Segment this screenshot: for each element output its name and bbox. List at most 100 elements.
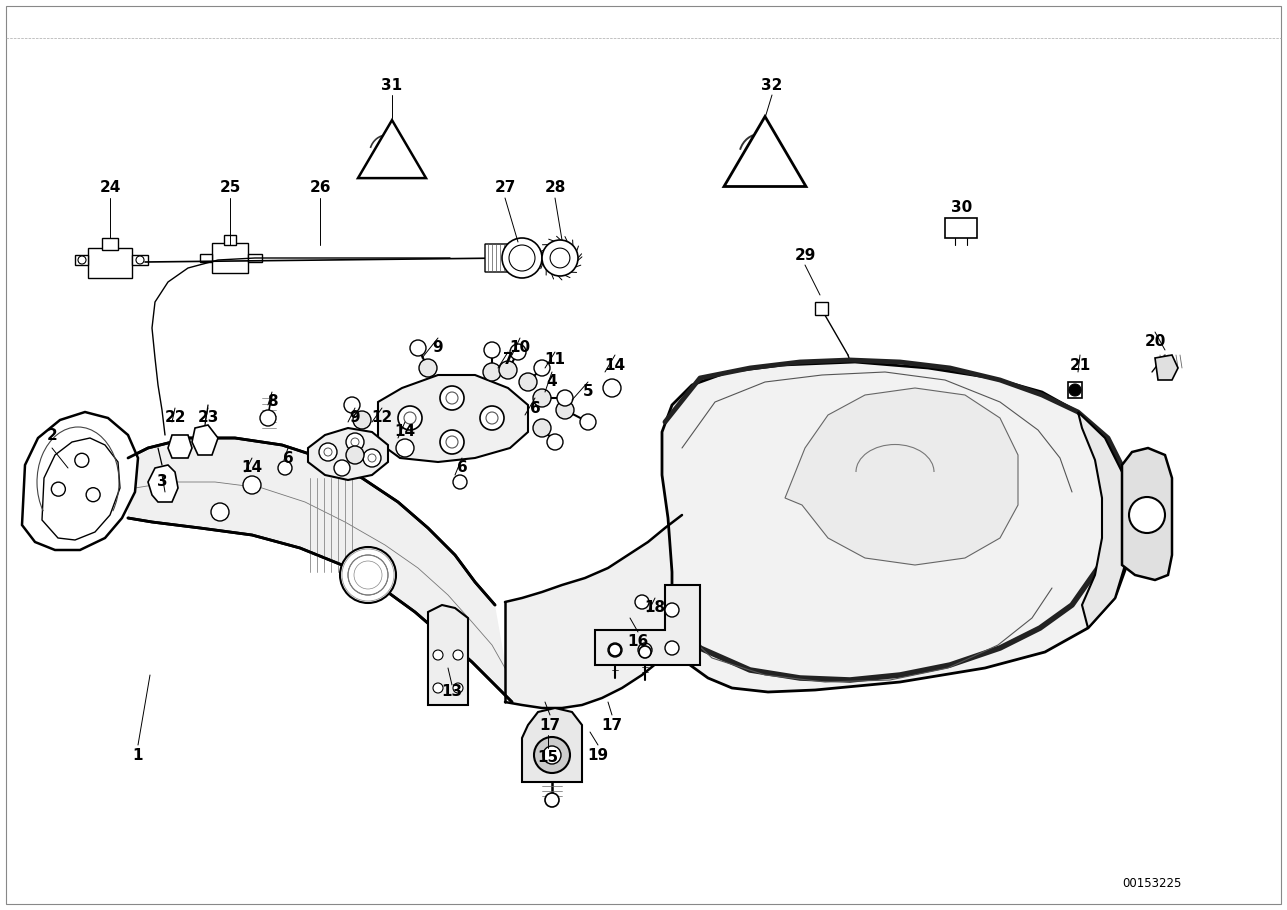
- Circle shape: [484, 342, 501, 358]
- Circle shape: [86, 488, 100, 501]
- Text: 24: 24: [99, 180, 121, 196]
- Circle shape: [75, 453, 89, 468]
- Circle shape: [665, 603, 680, 617]
- Polygon shape: [22, 412, 138, 550]
- Circle shape: [432, 650, 443, 660]
- Circle shape: [453, 650, 463, 660]
- Circle shape: [447, 392, 458, 404]
- Polygon shape: [662, 362, 1127, 692]
- Bar: [224, 235, 236, 245]
- Text: 7: 7: [503, 352, 514, 368]
- Text: 32: 32: [762, 77, 782, 93]
- Circle shape: [534, 360, 550, 376]
- Polygon shape: [595, 585, 700, 665]
- Polygon shape: [1079, 412, 1127, 628]
- Circle shape: [79, 256, 86, 264]
- Circle shape: [665, 641, 680, 655]
- Circle shape: [453, 475, 467, 489]
- Polygon shape: [485, 244, 517, 272]
- Circle shape: [404, 412, 416, 424]
- Text: 12: 12: [372, 410, 393, 426]
- Circle shape: [547, 434, 562, 450]
- Circle shape: [550, 248, 570, 268]
- Polygon shape: [523, 708, 582, 782]
- Text: 3: 3: [157, 474, 167, 490]
- Circle shape: [340, 547, 396, 603]
- Polygon shape: [169, 435, 192, 458]
- Text: 9: 9: [350, 410, 360, 426]
- Circle shape: [502, 238, 542, 278]
- Text: 17: 17: [601, 717, 623, 733]
- Circle shape: [353, 411, 371, 429]
- Text: 16: 16: [627, 634, 649, 650]
- Circle shape: [634, 595, 649, 609]
- Text: 27: 27: [494, 180, 516, 196]
- Polygon shape: [148, 465, 178, 502]
- Circle shape: [1129, 497, 1165, 533]
- Circle shape: [344, 397, 360, 413]
- Text: 5: 5: [583, 385, 593, 399]
- Circle shape: [347, 555, 387, 595]
- Circle shape: [510, 344, 526, 360]
- Text: 28: 28: [544, 180, 566, 196]
- Polygon shape: [308, 428, 387, 480]
- Text: 10: 10: [510, 340, 530, 356]
- Text: 29: 29: [794, 248, 816, 262]
- Text: 23: 23: [197, 410, 219, 426]
- Circle shape: [543, 746, 561, 764]
- Polygon shape: [1154, 355, 1178, 380]
- Circle shape: [51, 482, 66, 496]
- Text: 31: 31: [381, 77, 403, 93]
- Text: 20: 20: [1144, 335, 1166, 349]
- Circle shape: [607, 643, 622, 657]
- Text: 6: 6: [530, 400, 541, 416]
- Text: 1: 1: [133, 747, 143, 763]
- Circle shape: [638, 643, 653, 657]
- Circle shape: [544, 793, 559, 807]
- Circle shape: [480, 406, 505, 430]
- Circle shape: [534, 737, 570, 773]
- Text: ЭГ: ЭГ: [385, 152, 399, 162]
- Polygon shape: [815, 302, 828, 315]
- Circle shape: [557, 390, 573, 406]
- Circle shape: [604, 379, 622, 397]
- Polygon shape: [192, 425, 218, 455]
- Circle shape: [1069, 384, 1081, 396]
- Bar: [102, 238, 118, 250]
- Circle shape: [432, 683, 443, 693]
- Circle shape: [260, 410, 275, 426]
- Polygon shape: [378, 375, 528, 462]
- Circle shape: [398, 406, 422, 430]
- Text: 9: 9: [432, 340, 443, 356]
- Text: 13: 13: [441, 684, 462, 700]
- Circle shape: [447, 436, 458, 448]
- Bar: [945, 218, 977, 238]
- Text: 19: 19: [587, 747, 609, 763]
- Text: 14: 14: [394, 424, 416, 440]
- Polygon shape: [725, 116, 806, 187]
- Circle shape: [533, 419, 551, 437]
- Text: 30: 30: [951, 200, 973, 216]
- Text: 4: 4: [547, 375, 557, 389]
- Circle shape: [211, 503, 229, 521]
- Text: 2: 2: [46, 428, 58, 442]
- Circle shape: [411, 340, 426, 356]
- Polygon shape: [429, 605, 468, 705]
- Text: 18: 18: [645, 601, 665, 615]
- Circle shape: [363, 449, 381, 467]
- Circle shape: [508, 245, 535, 271]
- Circle shape: [278, 461, 292, 475]
- Circle shape: [368, 454, 376, 462]
- Circle shape: [136, 256, 144, 264]
- Text: 17: 17: [539, 717, 561, 733]
- Text: ЭГ: ЭГ: [757, 155, 773, 167]
- Circle shape: [440, 430, 465, 454]
- Circle shape: [542, 240, 578, 276]
- Circle shape: [243, 476, 261, 494]
- Circle shape: [324, 448, 332, 456]
- Polygon shape: [1122, 448, 1172, 580]
- Polygon shape: [88, 248, 133, 278]
- Circle shape: [533, 389, 551, 407]
- Circle shape: [580, 414, 596, 430]
- Circle shape: [609, 644, 622, 656]
